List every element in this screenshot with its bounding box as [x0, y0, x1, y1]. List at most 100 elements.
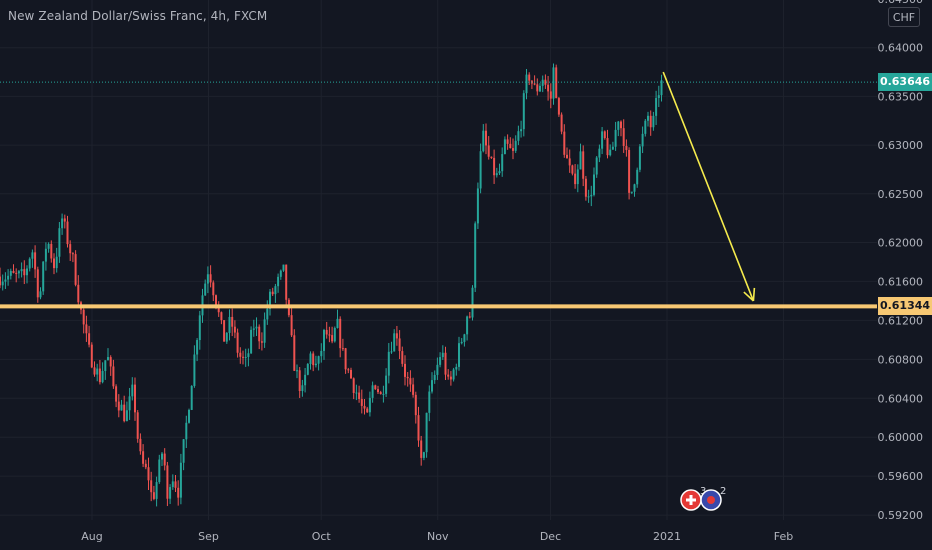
- candle-body: [487, 145, 490, 157]
- candle-body: [317, 356, 320, 364]
- candle-body: [196, 340, 199, 355]
- candle-body: [501, 154, 504, 172]
- candle-body: [136, 412, 139, 439]
- candle-body: [314, 363, 317, 366]
- candle-body: [260, 341, 263, 343]
- candle-body: [576, 169, 579, 185]
- candle-body: [544, 79, 547, 85]
- candle-body: [44, 248, 47, 262]
- support-price-label: 0.61344: [878, 297, 932, 316]
- candle-body: [447, 374, 450, 377]
- candle-body: [63, 218, 66, 222]
- candle-body: [77, 284, 80, 303]
- candle-body: [15, 272, 18, 274]
- candle-body: [417, 415, 420, 441]
- candle-body: [304, 374, 307, 386]
- candle-body: [377, 389, 379, 393]
- candle-body: [555, 67, 558, 99]
- y-tick-label: 0.62000: [878, 236, 924, 249]
- candle-body: [258, 326, 261, 342]
- candle-body: [166, 465, 169, 499]
- y-tick-label: 0.59200: [878, 509, 924, 522]
- candle-body: [53, 258, 55, 269]
- candle-body: [528, 74, 531, 81]
- candle-body: [390, 351, 393, 353]
- candle-body: [328, 334, 331, 336]
- candle-body: [498, 171, 501, 174]
- candle-body: [144, 463, 147, 468]
- candle-body: [42, 261, 45, 292]
- candle-body: [320, 350, 323, 357]
- event-count: 2: [720, 486, 726, 497]
- candle-body: [47, 243, 50, 249]
- candle-body: [58, 228, 61, 257]
- x-tick-label: Dec: [540, 530, 561, 543]
- candle-body: [1, 281, 4, 286]
- candle-body: [107, 357, 109, 361]
- candle-body: [220, 312, 223, 321]
- candle-body: [485, 130, 487, 146]
- candle-body: [468, 316, 471, 318]
- y-tick-label: 0.62500: [878, 188, 924, 201]
- candle-body: [182, 439, 185, 463]
- candle-body: [455, 366, 458, 370]
- candle-body: [517, 131, 520, 141]
- candle-body: [638, 146, 641, 170]
- candle-body: [274, 286, 277, 295]
- candle-body: [236, 332, 239, 353]
- candle-body: [441, 352, 444, 358]
- candle-body: [533, 83, 536, 85]
- candle-body: [271, 291, 274, 295]
- candle-body: [404, 363, 406, 377]
- candle-body: [428, 391, 431, 413]
- candle-body: [449, 376, 452, 380]
- candle-body: [98, 368, 101, 383]
- candle-body: [649, 115, 652, 128]
- candle-body: [490, 156, 493, 158]
- candle-body: [387, 351, 390, 376]
- candle-body: [85, 324, 88, 334]
- candle-body: [82, 309, 85, 325]
- candle-body: [471, 287, 474, 318]
- candle-body: [139, 438, 142, 452]
- candle-body: [482, 130, 485, 152]
- candle-body: [395, 333, 398, 339]
- candle-body: [266, 308, 269, 320]
- x-axis: Aug Sep Oct Nov Dec 2021 Feb: [81, 530, 793, 543]
- x-tick-label: Feb: [774, 530, 793, 543]
- candle-body: [150, 480, 153, 493]
- candle-body: [142, 451, 145, 464]
- candle-body: [336, 318, 339, 328]
- y-axis: 0.64000 0.63500 0.63000 0.62500 0.62000 0.616…: [878, 0, 924, 522]
- candle-body: [252, 328, 255, 330]
- candle-body: [655, 98, 658, 116]
- x-tick-label: Aug: [81, 530, 102, 543]
- currency-button[interactable]: CHF: [888, 7, 920, 27]
- candle-body: [422, 452, 425, 458]
- y-tick-label: 0.64500: [878, 0, 924, 6]
- candle-body: [433, 374, 436, 381]
- candle-body: [74, 254, 77, 285]
- projection-arrow[interactable]: [662, 71, 756, 302]
- candle-body: [96, 368, 99, 375]
- candle-body: [231, 316, 234, 327]
- candle-body: [368, 397, 371, 413]
- y-tick-label: 0.61600: [878, 275, 924, 288]
- candle-body: [28, 258, 31, 269]
- candle-body: [493, 157, 496, 176]
- candle-body: [50, 243, 53, 259]
- candle-body: [520, 129, 523, 132]
- candle-body: [350, 369, 352, 379]
- candle-body: [536, 84, 539, 92]
- candle-body: [620, 121, 622, 129]
- candle-body: [641, 133, 644, 147]
- candle-body: [460, 341, 463, 344]
- arrowhead-stroke: [752, 287, 756, 301]
- candle-body: [17, 271, 20, 274]
- candle-body: [628, 149, 631, 193]
- candle-body: [296, 370, 298, 372]
- candle-body: [331, 335, 334, 342]
- candle-body: [161, 453, 163, 460]
